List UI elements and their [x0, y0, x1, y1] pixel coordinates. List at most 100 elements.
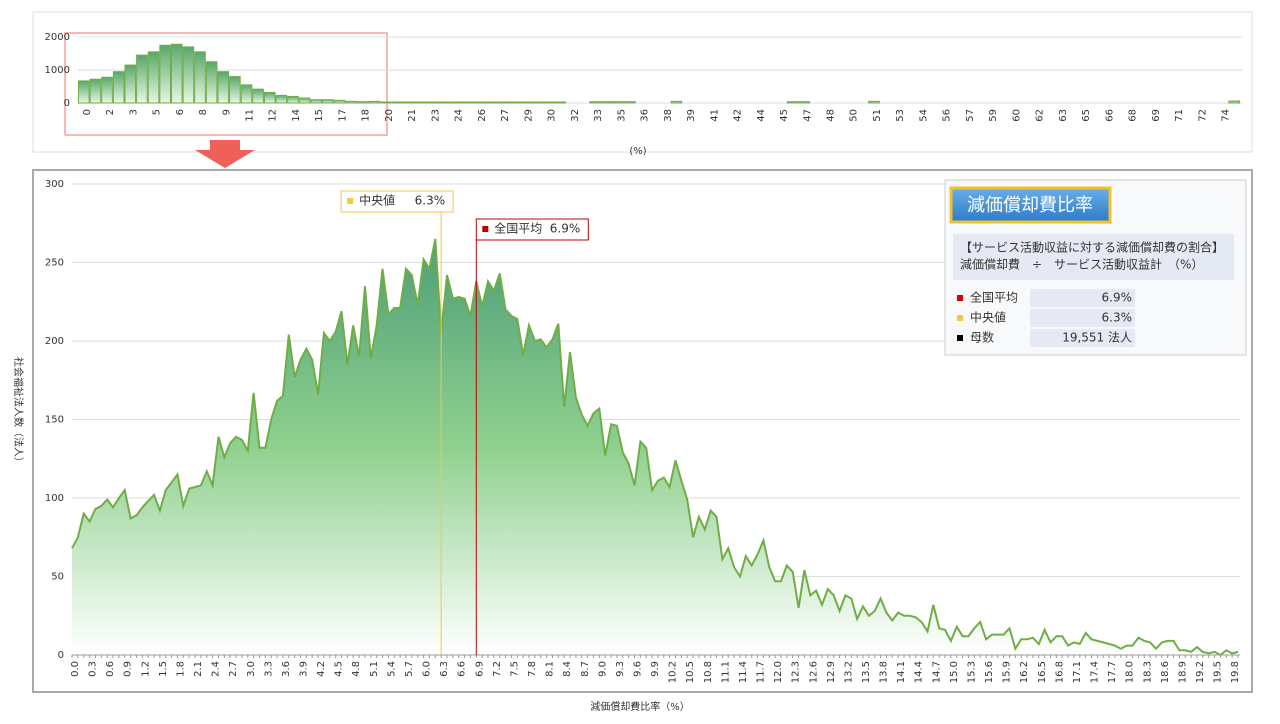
x-tick-label: 39: [686, 109, 697, 122]
x-tick-label: 15.6: [984, 661, 995, 683]
bar: [333, 99, 346, 104]
x-tick-label: 29: [523, 109, 534, 122]
bar: [531, 101, 543, 104]
x-tick-label: 18.6: [1160, 661, 1171, 683]
bar: [519, 101, 532, 104]
info-swatch: [957, 335, 963, 341]
x-tick-label: 17.7: [1107, 661, 1118, 683]
y-tick-label: 300: [45, 179, 64, 190]
bar: [600, 101, 613, 104]
x-tick-label: 35: [616, 109, 627, 122]
x-tick-label: 18.9: [1177, 661, 1188, 683]
x-tick-label: 13.2: [843, 661, 854, 683]
y-tick-label: 50: [51, 572, 64, 583]
x-tick-label: 10.8: [703, 661, 714, 683]
x-tick-label: 9.6: [632, 661, 643, 677]
x-tick-label: 12.0: [773, 661, 784, 683]
bar: [345, 100, 357, 104]
bar: [554, 101, 567, 104]
info-swatch: [957, 315, 963, 321]
bar: [217, 71, 230, 104]
x-tick-label: 11.4: [738, 661, 749, 683]
marker-label: 全国平均 6.9%: [475, 218, 589, 241]
x-tick-label: 6: [175, 109, 186, 115]
x-tick-label: 10.2: [668, 661, 679, 683]
x-tick-label: 72: [1197, 109, 1208, 122]
bar: [484, 101, 497, 104]
info-label: 母数: [970, 330, 994, 345]
bar: [542, 101, 555, 104]
bar: [275, 94, 288, 104]
x-tick-label: 24: [454, 109, 465, 122]
x-tick-label: 36: [640, 109, 651, 122]
bar: [322, 99, 334, 104]
bar: [101, 76, 113, 104]
info-swatch: [957, 295, 963, 301]
bar: [298, 97, 311, 104]
bar: [1228, 100, 1241, 104]
info-label: 全国平均: [970, 290, 1018, 305]
x-tick-label: 6.6: [457, 661, 468, 677]
x-tick-label: 65: [1081, 109, 1092, 122]
y-tick-label: 0: [58, 650, 64, 661]
x-tick-label: 53: [895, 109, 906, 122]
x-tick-label: 3.9: [299, 661, 310, 677]
x-tick-label: 41: [709, 109, 720, 122]
x-tick-label: 2.1: [193, 661, 204, 677]
marker-name: 中央値: [359, 193, 395, 208]
bar: [426, 101, 439, 104]
bar: [414, 101, 427, 104]
x-tick-label: 38: [663, 109, 674, 122]
y-tick-label: 0: [64, 98, 70, 109]
x-tick-label: 50: [849, 109, 860, 122]
x-tick-label: 8: [198, 109, 209, 115]
x-tick-label: 59: [988, 109, 999, 122]
bar: [391, 101, 404, 104]
bar: [438, 101, 450, 104]
bar: [380, 101, 392, 104]
x-tick-label: 18.0: [1125, 661, 1136, 683]
x-axis-label: (%): [629, 146, 646, 157]
x-tick-label: 1.8: [175, 661, 186, 677]
x-tick-label: 3.6: [281, 661, 292, 677]
arrow: [195, 140, 255, 168]
x-tick-label: 69: [1151, 109, 1162, 122]
x-tick-label: 7.2: [492, 661, 503, 677]
x-tick-label: 4.5: [334, 661, 345, 677]
x-tick-label: 54: [918, 109, 929, 122]
x-tick-label: 0.6: [105, 661, 116, 677]
bar: [461, 101, 474, 104]
bar: [205, 61, 218, 104]
area-fill: [72, 238, 1238, 655]
x-tick-label: 4.2: [316, 661, 327, 677]
bar: [194, 51, 206, 104]
x-tick-label: 68: [1128, 109, 1139, 122]
y-tick-label: 2000: [45, 32, 70, 43]
info-title-box: [949, 186, 1112, 224]
x-tick-label: 63: [1058, 109, 1069, 122]
x-tick-label: 5.1: [369, 661, 380, 677]
marker-value: 6.3%: [415, 194, 446, 208]
bar: [78, 80, 90, 104]
x-tick-label: 20: [384, 109, 395, 122]
x-tick-label: 14.1: [896, 661, 907, 683]
x-tick-label: 56: [942, 109, 953, 122]
marker-box: [475, 218, 589, 241]
x-tick-label: 11.7: [756, 661, 767, 683]
info-value: 6.3%: [1102, 311, 1133, 325]
x-tick-label: 5: [152, 109, 163, 115]
x-tick-label: 9.9: [650, 661, 661, 677]
x-tick-label: 0.9: [123, 661, 134, 677]
x-tick-label: 74: [1221, 109, 1232, 122]
x-tick-label: 18: [361, 109, 372, 122]
selection-box[interactable]: [64, 32, 388, 136]
bar: [798, 101, 811, 104]
x-tick-label: 66: [1104, 109, 1115, 122]
info-cell: [1030, 329, 1135, 347]
x-tick-label: 5.4: [386, 661, 397, 677]
x-tick-label: 6.0: [422, 661, 433, 677]
x-tick-label: 0: [82, 109, 93, 115]
info-title: 減価償却費比率: [967, 195, 1093, 216]
bar: [170, 43, 183, 104]
bar: [252, 88, 264, 104]
